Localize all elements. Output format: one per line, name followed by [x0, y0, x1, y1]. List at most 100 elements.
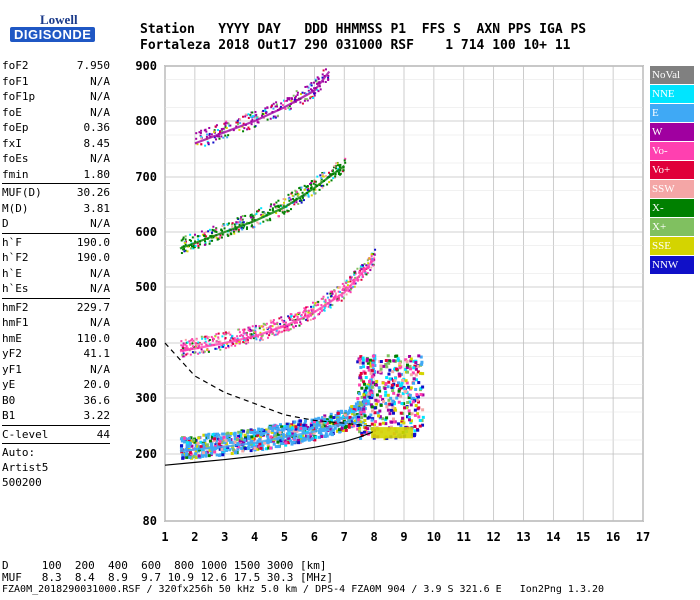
echo-point: [319, 419, 323, 423]
legend-item: Vo-: [650, 142, 694, 160]
echo-point: [287, 197, 290, 200]
echo-point: [320, 178, 323, 181]
echo-point: [253, 214, 256, 217]
echo-point: [204, 454, 208, 458]
echo-point: [306, 319, 309, 322]
echo-point: [416, 400, 420, 404]
echo-point: [285, 425, 289, 429]
x-tick-label: 4: [251, 530, 258, 544]
echo-point: [188, 441, 192, 445]
echo-point: [201, 442, 205, 446]
y-tick-label: 600: [135, 225, 157, 239]
echo-point: [298, 428, 302, 432]
echo-point: [257, 121, 260, 124]
echo-point: [342, 169, 345, 172]
param-key: yE: [2, 378, 16, 391]
echo-point: [391, 405, 395, 409]
echo-point: [391, 399, 395, 403]
echo-point: [221, 233, 224, 236]
echo-point: [337, 171, 340, 174]
echo-point: [320, 421, 324, 425]
echo-point: [224, 447, 228, 451]
echo-point: [375, 393, 379, 397]
echo-point: [296, 313, 299, 316]
distance-row: D 100 200 400 600 800 1000 1500 3000 [km…: [2, 559, 327, 572]
echo-point: [229, 333, 232, 336]
echo-point: [284, 441, 288, 445]
echo-point: [203, 341, 206, 344]
echo-point: [191, 342, 194, 345]
echo-point: [255, 113, 258, 116]
echo-point: [282, 201, 285, 204]
echo-point: [233, 440, 237, 444]
echo-point: [250, 439, 254, 443]
echo-point: [268, 332, 271, 335]
echo-point: [319, 174, 322, 177]
echo-point: [315, 426, 319, 430]
echo-point: [265, 112, 268, 115]
echo-point: [189, 239, 192, 242]
echo-point: [396, 357, 400, 361]
echo-point: [307, 86, 310, 89]
param-value: 1.80: [83, 167, 111, 181]
echo-point: [343, 413, 347, 417]
echo-point: [370, 418, 374, 422]
echo-point: [198, 343, 201, 346]
echo-point: [278, 431, 282, 435]
echo-point: [179, 446, 183, 450]
legend-item: SSE: [650, 237, 694, 255]
echo-point: [331, 428, 335, 432]
param-row: foF1 N/A: [2, 74, 110, 90]
echo-point: [275, 103, 278, 106]
echo-point: [184, 235, 187, 238]
param-value: N/A: [90, 152, 110, 165]
echo-point: [385, 405, 389, 409]
echo-point: [203, 232, 206, 235]
echo-point: [363, 418, 367, 422]
echo-point: [333, 426, 337, 430]
echo-point: [211, 339, 214, 342]
echo-point: [367, 394, 371, 398]
echo-point: [314, 183, 317, 186]
echo-point: [305, 318, 308, 321]
echo-point: [237, 221, 240, 224]
echo-point: [218, 135, 221, 138]
echo-point: [304, 85, 307, 88]
echo-point: [191, 338, 194, 341]
echo-point: [387, 361, 391, 365]
echo-point: [351, 420, 355, 424]
echo-point: [332, 422, 336, 426]
param-row: yF2 41.1: [2, 346, 110, 362]
echo-point: [184, 240, 187, 243]
echo-point: [392, 359, 396, 363]
echo-point: [276, 432, 280, 436]
echo-point: [222, 127, 225, 130]
echo-point: [244, 214, 247, 217]
echo-point: [360, 378, 364, 382]
echo-point: [219, 234, 222, 237]
echo-point: [340, 426, 344, 430]
echo-point: [384, 393, 388, 397]
echo-point: [363, 414, 367, 418]
echo-point: [312, 96, 315, 99]
echo-point: [421, 415, 425, 419]
echo-point: [306, 99, 309, 102]
echo-point: [264, 109, 267, 112]
echo-point: [182, 440, 186, 444]
echo-point: [293, 315, 296, 318]
echo-point: [297, 313, 300, 316]
x-tick-label: 17: [636, 530, 650, 544]
echo-point: [312, 182, 315, 185]
echo-point: [252, 115, 255, 118]
param-value: N/A: [90, 217, 110, 230]
echo-point: [363, 371, 367, 375]
echo-point: [377, 386, 381, 390]
echo-point: [250, 213, 253, 216]
echo-point: [186, 341, 189, 344]
echo-point: [280, 425, 284, 429]
echo-point: [301, 191, 304, 194]
echo-point: [303, 184, 306, 187]
echo-point: [382, 400, 386, 404]
echo-point: [364, 401, 368, 405]
echo-point: [240, 446, 244, 450]
